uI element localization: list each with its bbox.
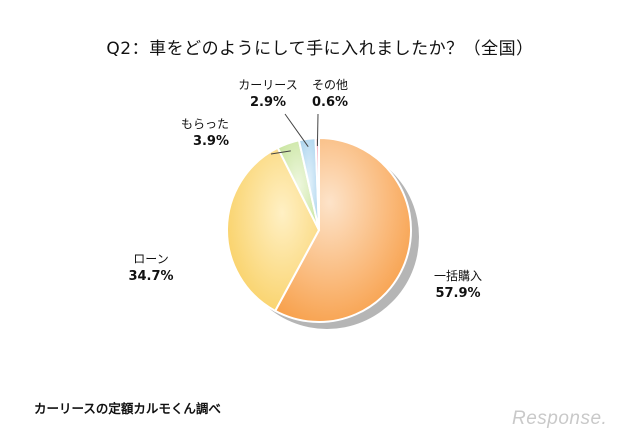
slice-label: カーリース xyxy=(238,78,297,92)
slice-value-label: 34.7% xyxy=(128,269,173,284)
pie-chart: 一括購入 57.9% ローン 34.7% もらった 3.9% カーリース 2.9% その他 0.6… xyxy=(0,0,640,443)
slice-value-label: 57.9% xyxy=(435,286,480,301)
slice-label: その他 xyxy=(312,78,348,92)
response-logo: Response. xyxy=(512,408,607,430)
slice-value-label: 3.9% xyxy=(193,134,229,149)
slice-label: 一括購入 xyxy=(434,268,482,283)
slice-value-label: 0.6% xyxy=(312,95,348,110)
slice-label: ローン xyxy=(133,252,168,266)
leader-line xyxy=(317,114,318,146)
source-note: カーリースの定額カルモくん調べ xyxy=(34,398,221,417)
slice-label: もらった xyxy=(181,117,229,131)
slice-value-label: 2.9% xyxy=(250,95,286,110)
